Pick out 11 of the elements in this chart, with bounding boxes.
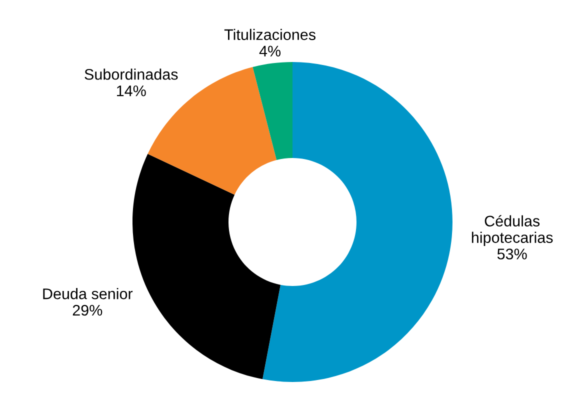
- data-label: 4%: [259, 46, 281, 56]
- data-label: 53%: [497, 248, 527, 260]
- slice-label: Subordinadas: [84, 68, 178, 80]
- slice-label: Deuda senior: [43, 288, 133, 300]
- data-label: 29%: [72, 304, 102, 316]
- donut-slice: [262, 62, 452, 382]
- data-label: 14%: [117, 86, 146, 96]
- donut-slice: [132, 154, 281, 380]
- donut-slice: [252, 62, 292, 160]
- slice-label: Titulizaciones: [224, 28, 316, 40]
- slice-label: Cédulas hipotecarias: [472, 215, 553, 246]
